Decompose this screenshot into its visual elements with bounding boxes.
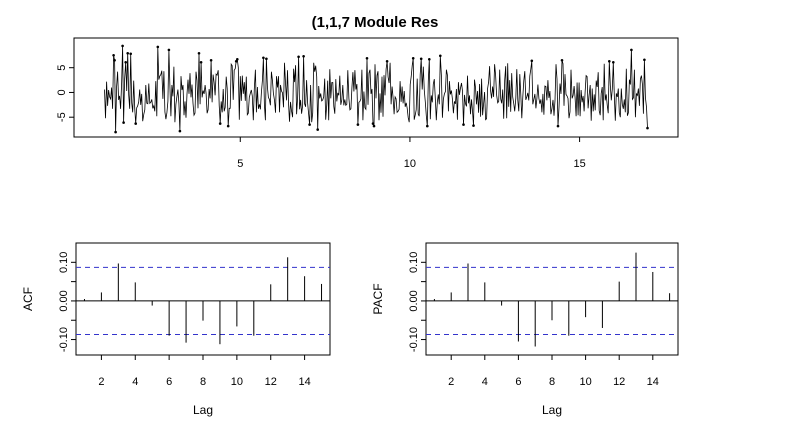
x-tick-label: 4 xyxy=(132,376,138,388)
residual-point xyxy=(385,60,389,63)
residual-point xyxy=(265,57,268,61)
residual-plot-frame xyxy=(73,37,679,138)
residual-point xyxy=(608,60,611,63)
residual-point xyxy=(419,57,423,61)
residual-point xyxy=(439,54,442,58)
residual-point xyxy=(234,60,238,63)
y-tick-label: -5 xyxy=(56,112,68,122)
x-tick-label: 10 xyxy=(579,376,591,388)
x-tick-label: 8 xyxy=(200,376,206,388)
y-tick-label: 0 xyxy=(56,89,68,95)
residual-point xyxy=(124,61,127,64)
x-tick-label: 10 xyxy=(404,158,416,170)
residual-point xyxy=(209,59,213,62)
residual-point xyxy=(122,121,125,124)
residual-point xyxy=(302,55,305,58)
residual-point xyxy=(530,59,534,63)
residual-point xyxy=(356,123,360,126)
x-tick-label: 12 xyxy=(265,376,277,388)
residual-point xyxy=(612,61,615,64)
x-tick-label: 6 xyxy=(166,376,172,388)
x-tick-label: 2 xyxy=(98,376,104,388)
residual-point xyxy=(112,54,115,57)
residual-point xyxy=(197,52,201,55)
acf-x-axis-label: Lag xyxy=(193,403,213,417)
residual-point xyxy=(371,122,375,125)
y-tick-label: 0.00 xyxy=(58,290,70,311)
x-tick-label: 10 xyxy=(231,376,243,388)
residual-point xyxy=(129,52,132,56)
residual-point xyxy=(126,52,129,55)
acf-panel: 2 4 6 8 10 12 14 -0.10 0.00 0.10 Lag ACF xyxy=(21,242,331,417)
residual-point xyxy=(167,48,171,52)
pacf-panel: 2 4 6 8 10 12 14 -0.10 0.00 0.10 Lag PACF xyxy=(371,242,679,417)
residual-point xyxy=(646,126,649,130)
residual-point xyxy=(113,59,116,62)
residual-point xyxy=(114,130,117,134)
pacf-y-axis-label: PACF xyxy=(371,283,385,314)
residual-point xyxy=(472,124,475,127)
residual-point xyxy=(121,44,124,48)
x-tick-label: 6 xyxy=(515,376,521,388)
residual-point xyxy=(462,123,465,126)
residual-point xyxy=(560,59,564,62)
y-tick-label: 0.10 xyxy=(58,252,70,273)
residual-point xyxy=(411,57,415,60)
x-tick-label: 4 xyxy=(482,376,488,388)
residual-point xyxy=(643,58,646,62)
x-tick-label: 8 xyxy=(549,376,555,388)
residual-point xyxy=(316,128,320,131)
residual-point xyxy=(630,48,633,52)
residual-point xyxy=(428,58,431,61)
y-tick-label: -0.10 xyxy=(58,327,70,352)
residual-point xyxy=(199,61,203,64)
residual-point xyxy=(308,123,311,126)
residual-point xyxy=(226,124,230,128)
residual-point xyxy=(134,122,137,125)
chart-title: (1,1,7 Module Res xyxy=(312,14,439,31)
residual-point xyxy=(262,56,265,60)
residual-point xyxy=(156,45,160,49)
x-tick-label: 5 xyxy=(237,158,243,170)
x-tick-label: 14 xyxy=(647,376,659,388)
y-tick-label: 0.10 xyxy=(408,252,420,273)
residual-panel: 5 10 15 -5 0 5 xyxy=(56,37,679,170)
y-tick-label: 0.00 xyxy=(408,290,420,311)
x-tick-label: 14 xyxy=(298,376,310,388)
x-tick-label: 15 xyxy=(573,158,585,170)
y-tick-label: -0.10 xyxy=(408,327,420,352)
x-tick-label: 2 xyxy=(448,376,454,388)
pacf-x-axis-label: Lag xyxy=(542,403,562,417)
residual-point xyxy=(178,129,182,133)
residual-point xyxy=(556,124,560,128)
residual-point xyxy=(372,124,376,128)
x-tick-label: 12 xyxy=(613,376,625,388)
residual-point xyxy=(297,55,300,59)
residual-series-line xyxy=(104,45,648,133)
residual-point xyxy=(236,58,239,61)
residual-point xyxy=(365,57,369,60)
residual-point xyxy=(426,124,429,128)
acf-y-axis-label: ACF xyxy=(21,287,35,311)
residual-point xyxy=(218,122,222,125)
y-tick-label: 5 xyxy=(56,65,68,71)
